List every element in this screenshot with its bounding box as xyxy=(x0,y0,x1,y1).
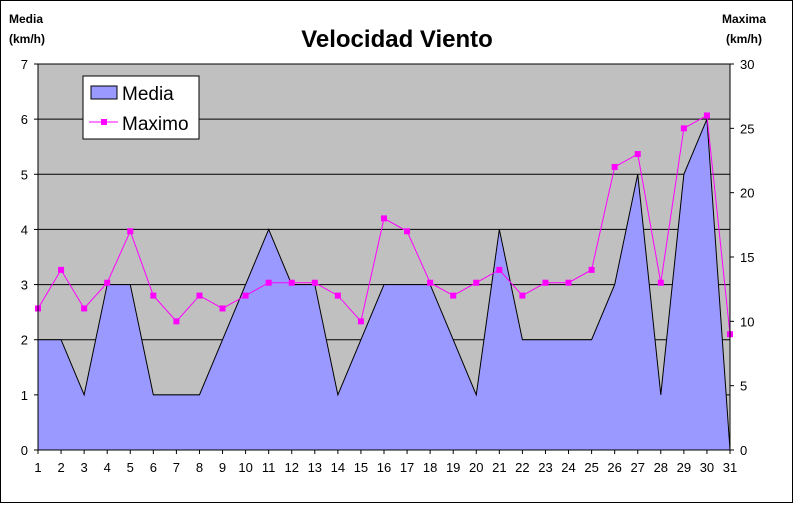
series-maximo-point xyxy=(473,280,479,286)
legend: Media Maximo xyxy=(83,76,199,139)
x-tick-label: 15 xyxy=(354,460,368,475)
x-tick-label: 28 xyxy=(654,460,668,475)
y-right-tick-label: 30 xyxy=(740,57,754,72)
x-tick-label: 12 xyxy=(284,460,298,475)
legend-marker-maximo xyxy=(101,119,107,125)
series-maximo-point xyxy=(243,293,249,299)
y-left-tick-label: 7 xyxy=(21,57,28,72)
x-tick-label: 27 xyxy=(630,460,644,475)
series-maximo-point xyxy=(173,318,179,324)
series-maximo-point xyxy=(681,125,687,131)
x-tick-label: 25 xyxy=(584,460,598,475)
x-tick-label: 4 xyxy=(104,460,111,475)
x-tick-label: 6 xyxy=(150,460,157,475)
y-right-tick-label: 20 xyxy=(740,186,754,201)
y-left-tick-label: 5 xyxy=(21,167,28,182)
series-maximo-point xyxy=(658,280,664,286)
series-maximo-point xyxy=(450,293,456,299)
chart-title: Velocidad Viento xyxy=(301,26,493,53)
x-tick-label: 20 xyxy=(469,460,483,475)
series-maximo-point xyxy=(335,293,341,299)
x-tick-label: 21 xyxy=(492,460,506,475)
series-maximo-point xyxy=(704,112,710,118)
series-maximo-point xyxy=(589,267,595,273)
y-left-axis-title-line2: (km/h) xyxy=(9,32,45,46)
x-tick-label: 7 xyxy=(173,460,180,475)
x-tick-label: 1 xyxy=(34,460,41,475)
series-maximo-point xyxy=(58,267,64,273)
series-maximo-point xyxy=(635,151,641,157)
y-left-tick-label: 1 xyxy=(21,388,28,403)
x-tick-label: 29 xyxy=(677,460,691,475)
x-tick-label: 16 xyxy=(377,460,391,475)
x-tick-label: 18 xyxy=(423,460,437,475)
series-maximo-point xyxy=(542,280,548,286)
series-maximo-point xyxy=(519,293,525,299)
series-maximo-point xyxy=(196,293,202,299)
x-tick-label: 3 xyxy=(81,460,88,475)
y-right-axis-title-line2: (km/h) xyxy=(726,32,762,46)
legend-label-maximo: Maximo xyxy=(122,114,189,135)
y-right-tick-label: 25 xyxy=(740,121,754,136)
series-maximo-point xyxy=(566,280,572,286)
y-right-axis-title-line1: Maxima xyxy=(722,12,766,26)
x-tick-label: 2 xyxy=(57,460,64,475)
x-tick-label: 9 xyxy=(219,460,226,475)
y-right-tick-label: 0 xyxy=(740,443,747,458)
series-maximo-point xyxy=(404,228,410,234)
x-tick-label: 24 xyxy=(561,460,575,475)
series-maximo-point xyxy=(427,280,433,286)
x-tick-label: 13 xyxy=(308,460,322,475)
x-tick-label: 19 xyxy=(446,460,460,475)
x-tick-label: 5 xyxy=(127,460,134,475)
y-right-tick-label: 15 xyxy=(740,250,754,265)
legend-swatch-media xyxy=(91,86,117,99)
x-tick-label: 26 xyxy=(607,460,621,475)
series-maximo-point xyxy=(358,318,364,324)
series-maximo-point xyxy=(612,164,618,170)
x-tick-label: 10 xyxy=(238,460,252,475)
y-left-axis-title-line1: Media xyxy=(9,12,43,26)
y-left-tick-label: 6 xyxy=(21,112,28,127)
x-tick-label: 8 xyxy=(196,460,203,475)
series-maximo-point xyxy=(381,215,387,221)
series-maximo-point xyxy=(104,280,110,286)
series-maximo-point xyxy=(312,280,318,286)
series-maximo-point xyxy=(289,280,295,286)
series-maximo-point xyxy=(150,293,156,299)
series-maximo-point xyxy=(266,280,272,286)
x-tick-label: 31 xyxy=(723,460,737,475)
x-tick-label: 11 xyxy=(262,460,276,475)
y-left-tick-label: 0 xyxy=(21,443,28,458)
y-left-tick-label: 4 xyxy=(21,222,28,237)
x-tick-label: 17 xyxy=(400,460,414,475)
y-right-tick-label: 10 xyxy=(740,314,754,329)
x-tick-label: 23 xyxy=(538,460,552,475)
series-maximo-point xyxy=(127,228,133,234)
x-tick-label: 30 xyxy=(700,460,714,475)
y-left-tick-label: 3 xyxy=(21,278,28,293)
series-maximo-point xyxy=(81,305,87,311)
x-tick-label: 22 xyxy=(515,460,529,475)
x-tick-label: 14 xyxy=(331,460,345,475)
legend-label-media: Media xyxy=(122,84,174,105)
series-maximo-point xyxy=(220,305,226,311)
y-right-tick-label: 5 xyxy=(740,379,747,394)
series-maximo-point xyxy=(496,267,502,273)
y-left-tick-label: 2 xyxy=(21,333,28,348)
